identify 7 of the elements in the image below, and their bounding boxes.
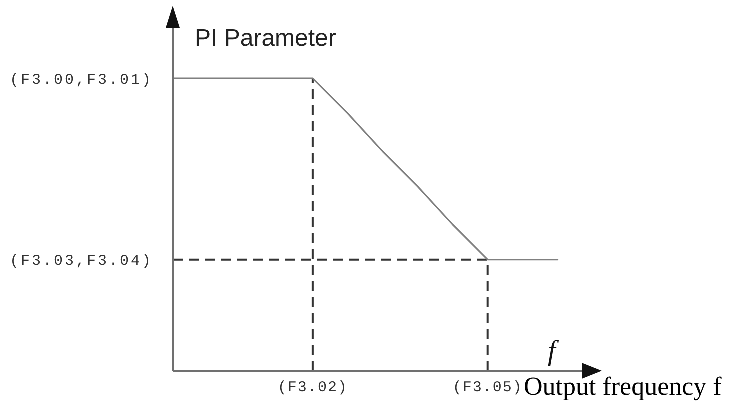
x-tick-label: (F3.02) xyxy=(278,380,348,397)
ref-line-label: (F3.03,F3.04) xyxy=(10,253,153,270)
text: Output frequency f xyxy=(524,372,722,401)
text: (F3.00,F3.01) xyxy=(10,72,153,89)
x-tick-label: (F3.05) xyxy=(452,380,523,397)
y-axis-title: PI Parameter xyxy=(195,25,336,52)
x-axis-title: f xyxy=(548,336,559,367)
